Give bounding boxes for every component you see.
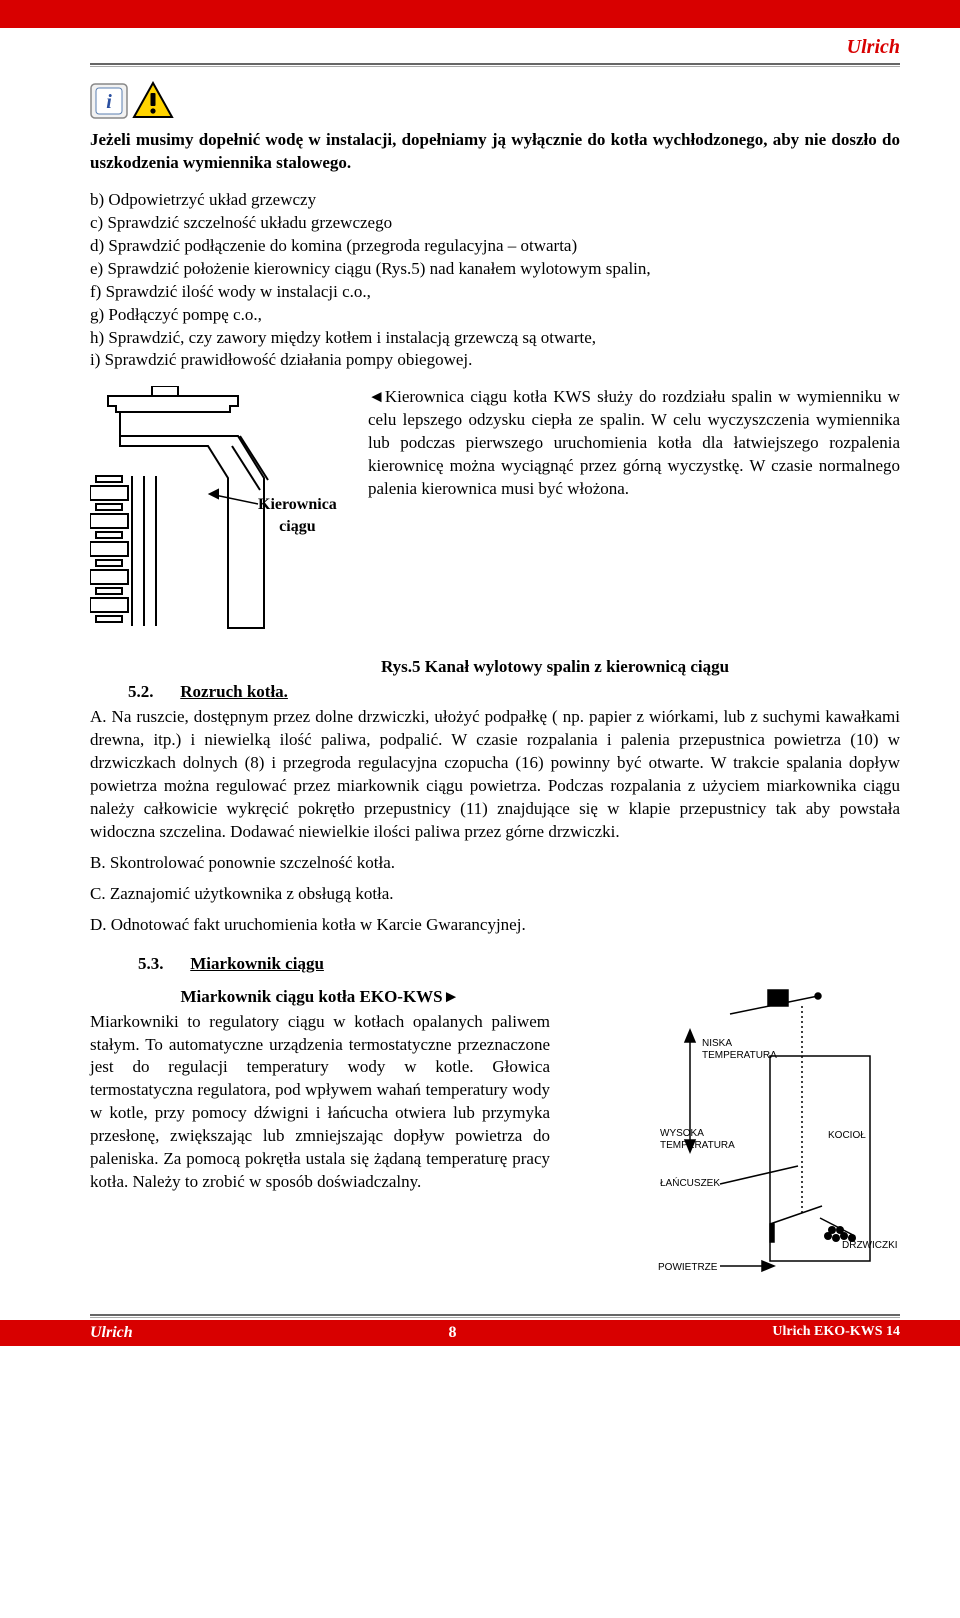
figure5-drawing: Kierownica ciągu [90, 386, 350, 646]
label-drzwiczki: DRZWICZKI [842, 1240, 898, 1251]
figure5-caption-row: Rys.5 Kanał wylotowy spalin z kierownicą… [90, 656, 900, 679]
footer-code: Ulrich EKO-KWS 14 [772, 1323, 900, 1342]
sec52-B: B. Skontrolować ponownie szczelność kotł… [90, 852, 900, 875]
sec53-lead: Miarkownik ciągu kotła EKO-KWS► [90, 986, 550, 1009]
section-5-3-heading: 5.3. Miarkownik ciągu [138, 953, 900, 976]
figure5-description: ◄Kierownica ciągu kotła KWS służy do roz… [368, 386, 900, 501]
footer-bar: Ulrich 8 Ulrich EKO-KWS 14 [0, 1320, 960, 1346]
step-g: g) Podłączyć pompę c.o., [90, 304, 900, 327]
label-temperatura-1: TEMPERATURA [702, 1050, 777, 1061]
page-content: Ulrich i Jeżeli musimy dopełnić wodę w i… [0, 28, 960, 1286]
svg-text:i: i [106, 91, 112, 113]
figure5-caption: Rys.5 Kanał wylotowy spalin z kierownicą… [210, 656, 900, 679]
sec53-title: Miarkownik ciągu [190, 954, 324, 973]
warning-icon [132, 81, 174, 121]
steps-list: b) Odpowietrzyć układ grzewczy c) Sprawd… [90, 189, 900, 373]
step-b: b) Odpowietrzyć układ grzewczy [90, 189, 900, 212]
sec53-text: Miarkownik ciągu kotła EKO-KWS► Miarkown… [90, 986, 550, 1286]
sec53-body-text: Miarkowniki to regulatory ciągu w kotłac… [90, 1012, 550, 1192]
label-lancuszek: ŁAŃCUSZEK [660, 1176, 720, 1189]
brand-header: Ulrich [90, 28, 900, 61]
section-5-3-body: Miarkownik ciągu kotła EKO-KWS► Miarkown… [90, 986, 900, 1286]
label-powietrze: POWIETRZE [658, 1262, 718, 1273]
step-c: c) Sprawdzić szczelność układu grzewczeg… [90, 212, 900, 235]
figure5-row: Kierownica ciągu ◄Kierownica ciągu kotła… [90, 386, 900, 646]
figure5-label: Kierownica ciągu [258, 494, 337, 537]
section-5-2-heading: 5.2. Rozruch kotła. [128, 681, 900, 704]
header-rule [90, 63, 900, 67]
footer: Ulrich 8 Ulrich EKO-KWS 14 [0, 1314, 960, 1346]
info-icon: i [90, 83, 128, 119]
label-wysoka: WYSOKA [660, 1128, 704, 1139]
sec52-title: Rozruch kotła. [180, 682, 288, 701]
sec52-D: D. Odnotować fakt uruchomienia kotła w K… [90, 914, 900, 937]
footer-rule [90, 1314, 900, 1318]
label-temperatura-2: TEMPERATURA [660, 1140, 735, 1151]
step-d: d) Sprawdzić podłączenie do komina (prze… [90, 235, 900, 258]
footer-brand: Ulrich [90, 1322, 133, 1344]
top-red-bar [0, 0, 960, 28]
step-f: f) Sprawdzić ilość wody w instalacji c.o… [90, 281, 900, 304]
label-kociol: KOCIOŁ [828, 1130, 866, 1141]
intro-paragraph: Jeżeli musimy dopełnić wodę w instalacji… [90, 129, 900, 175]
step-e: e) Sprawdzić położenie kierownicy ciągu … [90, 258, 900, 281]
sec52-A: A. Na ruszcie, dostępnym przez dolne drz… [90, 706, 900, 844]
sec52-num: 5.2. [128, 681, 176, 704]
step-i: i) Sprawdzić prawidłowość działania pomp… [90, 349, 900, 372]
step-h: h) Sprawdzić, czy zawory między kotłem i… [90, 327, 900, 350]
label-niska: NISKA [702, 1038, 732, 1049]
figure5-label-line2: ciągu [279, 518, 315, 535]
sec52-C: C. Zaznajomić użytkownika z obsługą kotł… [90, 883, 900, 906]
regulator-diagram: NISKA TEMPERATURA WYSOKA TEMPERATURA KOC… [570, 986, 900, 1286]
footer-page: 8 [449, 1322, 457, 1344]
figure5-label-line1: Kierownica [258, 496, 337, 513]
sec53-num: 5.3. [138, 953, 186, 976]
icon-row: i [90, 81, 900, 121]
